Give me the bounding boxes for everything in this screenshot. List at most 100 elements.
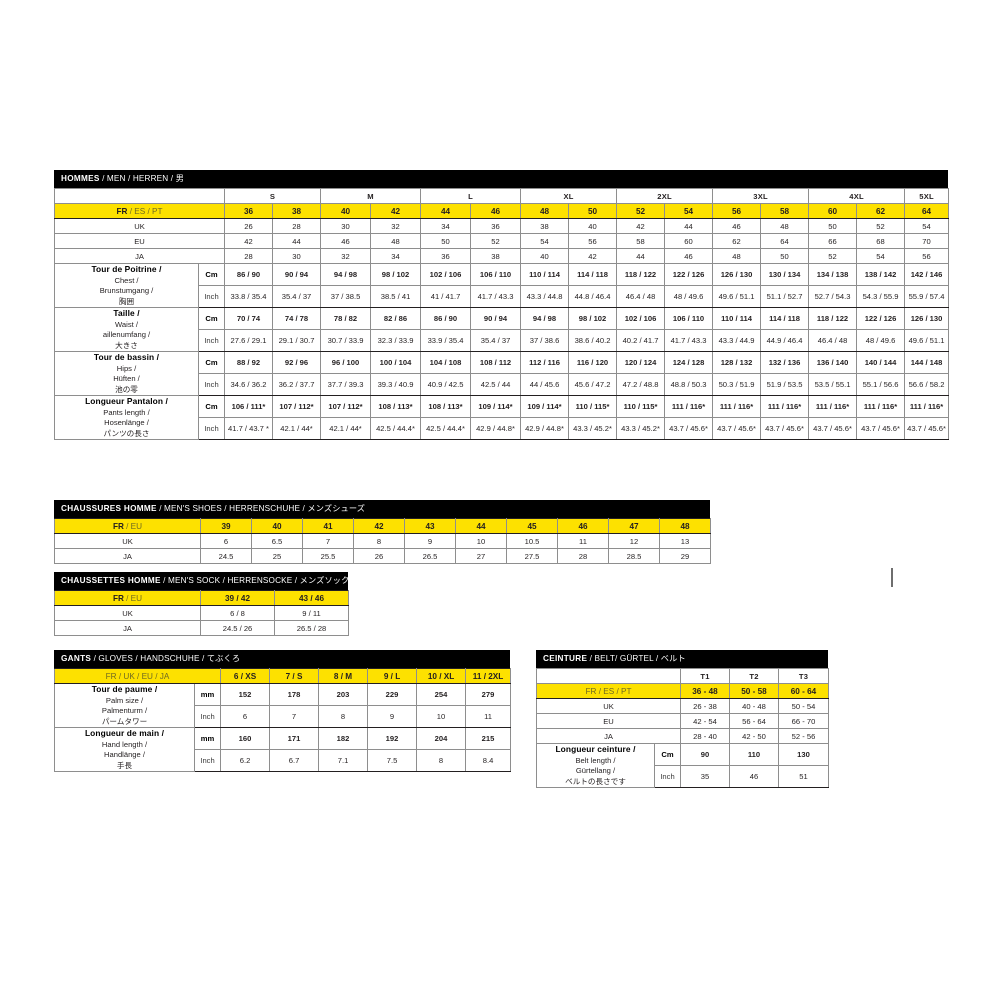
cell: 36 — [420, 248, 472, 265]
cell: 50 - 54 — [778, 698, 829, 715]
belt-band-primary: CEINTURE — [543, 654, 588, 663]
cell: 111 / 116* — [712, 395, 762, 419]
cell: 90 / 94 — [271, 263, 322, 287]
cell: 106 / 110 — [664, 307, 714, 331]
cell: 62 — [856, 203, 906, 220]
cell: 46.4 / 48 — [616, 285, 666, 309]
cell: 6 — [220, 705, 271, 729]
men-meas-chest-cm: Tour de Poitrine / Chest / Brunstumgang … — [54, 263, 950, 309]
cell: 111 / 116* — [808, 395, 858, 419]
men-sizegroup-3xl: 3XL — [712, 188, 810, 205]
cell: 182 — [318, 727, 369, 751]
men-sizegroup-m: M — [320, 188, 422, 205]
cell: 10 — [455, 533, 507, 550]
cell: 43.7 / 45.6* — [904, 417, 950, 441]
belt-sizegroup-t1: T1 — [680, 668, 730, 685]
cell: 42 — [370, 203, 422, 220]
belt-row-fr-label: FR / ES / PT — [536, 683, 681, 700]
socks-size-block: CHAUSSETTES HOMME / MEN'S SOCK / HERRENS… — [54, 572, 357, 637]
cell: 29.1 / 30.7 — [271, 329, 322, 353]
cell: 40.2 / 41.7 — [616, 329, 666, 353]
cell: 28 — [224, 248, 273, 265]
cell: 60 - 64 — [778, 683, 829, 700]
cell: 10 / XL — [416, 668, 467, 685]
label-fr: Tour de paume / — [91, 684, 158, 695]
unit-inch: Inch — [193, 705, 222, 729]
cell: 46 — [470, 203, 522, 220]
cell: 29 — [659, 548, 711, 565]
cell: 25.5 — [302, 548, 354, 565]
cell: 142 / 146 — [904, 263, 950, 287]
cell: 30.7 / 33.9 — [320, 329, 372, 353]
label-en: Chest / — [114, 275, 139, 285]
cell: 42.5 / 44 — [470, 373, 522, 397]
cell: 124 / 128 — [664, 351, 714, 375]
cell: 56 — [712, 203, 762, 220]
label-de: Brunstumgang / — [99, 286, 154, 296]
cell: 130 / 134 — [760, 263, 810, 287]
label-en: Belt length / — [575, 755, 616, 765]
cell: 8 — [353, 533, 405, 550]
cell: 46 — [729, 765, 779, 789]
cell: 26.5 — [404, 548, 456, 565]
label-de: Hosenlänge / — [104, 418, 149, 428]
men-sizegroup-4xl: 4XL — [808, 188, 906, 205]
label-de: Gürtellang / — [575, 766, 616, 776]
cell: 42.1 / 44* — [271, 417, 322, 441]
men-size-table: S M L XL 2XL 3XL 4XL 5XL FR / ES / PT 36… — [54, 188, 950, 441]
cell: 51.1 / 52.7 — [760, 285, 810, 309]
cell: 109 / 114* — [520, 395, 570, 419]
cell: 66 - 70 — [778, 713, 829, 730]
shoes-row-uk: UK 6 6.5 7 8 9 10 10.5 11 12 13 — [54, 533, 711, 550]
belt-table-body: T1 T2 T3 FR / ES / PT 36 - 48 50 - 58 60… — [536, 668, 829, 789]
cell: 160 — [220, 727, 271, 751]
cell: 44 — [664, 218, 714, 235]
cell: 10 — [416, 705, 467, 729]
cell: 48 / 49.6 — [856, 329, 906, 353]
shoes-band-rest: / MEN'S SHOES / HERRENSCHUHE / メンズシューズ — [156, 504, 366, 513]
cell: 54.3 / 55.9 — [856, 285, 906, 309]
unit-inch: Inch — [198, 417, 225, 441]
cell: 44 — [420, 203, 472, 220]
men-row-fr-label-primary: FR — [116, 206, 128, 216]
cell: 100 / 104 — [370, 351, 422, 375]
cell: 41 — [302, 518, 354, 535]
cell: 48 — [760, 218, 810, 235]
cell: 42.9 / 44.8* — [520, 417, 570, 441]
cell: 120 / 124 — [616, 351, 666, 375]
cell: 44 — [616, 248, 666, 265]
men-section-band: HOMMES / MEN / HERREN / 男 — [54, 170, 948, 189]
cell: 102 / 106 — [420, 263, 472, 287]
cell: 48 — [370, 233, 422, 250]
cell: 40 — [251, 518, 303, 535]
cell: 43 / 46 — [274, 590, 349, 607]
cell: 118 / 122 — [808, 307, 858, 331]
men-sizegroup-xl: XL — [520, 188, 618, 205]
cell: 54 — [664, 203, 714, 220]
socks-row-fr-label: FR / EU — [54, 590, 201, 607]
socks-band-primary: CHAUSSETTES HOMME — [61, 576, 161, 585]
cell: 44.8 / 46.4 — [568, 285, 618, 309]
cell: 111 / 116* — [664, 395, 714, 419]
men-table-body: S M L XL 2XL 3XL 4XL 5XL FR / ES / PT 36… — [54, 188, 950, 441]
cell: 40 — [320, 203, 372, 220]
gloves-meas-hand-cm: Longueur de main / Hand length / Handlän… — [54, 727, 512, 773]
unit-cm: Cm — [654, 743, 681, 767]
belt-sizegroup-row: T1 T2 T3 — [536, 668, 829, 685]
gloves-meas-hand-label: Longueur de main / Hand length / Handlän… — [54, 727, 195, 773]
cell: 33.9 / 35.4 — [420, 329, 472, 353]
belt-row-eu: EU 42 - 54 56 - 64 66 - 70 — [536, 713, 829, 730]
cell: 36.2 / 37.7 — [271, 373, 322, 397]
cell: 28 - 40 — [680, 728, 730, 745]
gloves-row-header: FR / UK / EU / JA 6 / XS 7 / S 8 / M 9 /… — [53, 668, 512, 685]
cell: 52 — [856, 218, 906, 235]
cell: 171 — [269, 727, 320, 751]
cell: 9 — [367, 705, 418, 729]
cell: 43.3 / 44.9 — [712, 329, 762, 353]
cell: 48 / 49.6 — [664, 285, 714, 309]
label-de: Handlänge / — [104, 750, 145, 760]
shoes-row-uk-label: UK — [54, 533, 201, 550]
cell: 92 / 96 — [271, 351, 322, 375]
cell: 53.5 / 55.1 — [808, 373, 858, 397]
cell: 41.7 / 43.3 — [664, 329, 714, 353]
